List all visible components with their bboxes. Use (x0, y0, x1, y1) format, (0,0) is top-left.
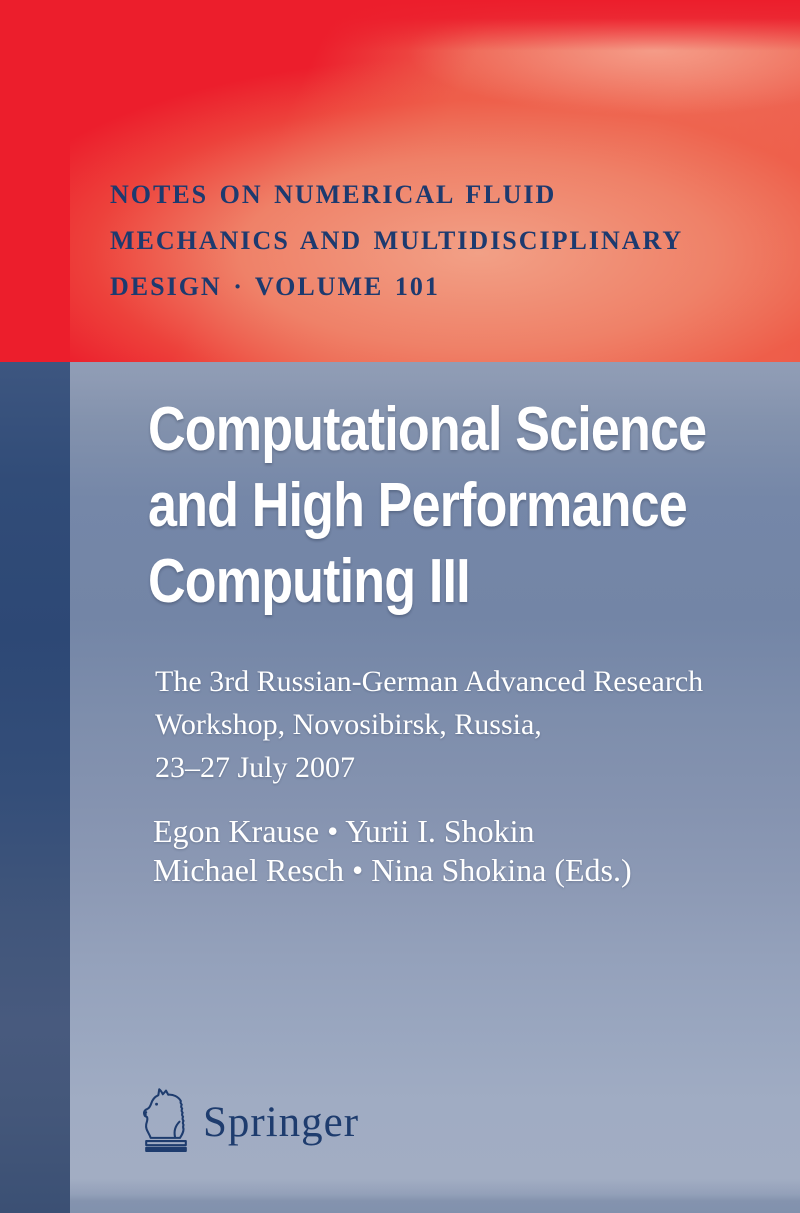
book-subtitle-line-3: 23–27 July 2007 (155, 751, 356, 784)
series-title-line-1: NOTES ON NUMERICAL FLUID (110, 180, 557, 209)
editors-line-1: Egon Krause • Yurii I. Shokin (153, 813, 535, 849)
series-title-line-3: DESIGN · VOLUME 101 (110, 272, 440, 301)
editors: Egon Krause • Yurii I. Shokin Michael Re… (153, 812, 632, 890)
book-title-line-2: and High Performance (148, 471, 688, 540)
series-title-line-2: MECHANICS AND MULTIDISCIPLINARY (110, 226, 684, 255)
series-title: NOTES ON NUMERICAL FLUID MECHANICS AND M… (110, 172, 683, 310)
book-title-line-3: Computing III (148, 547, 471, 616)
book-title: Computational Science and High Performan… (148, 392, 800, 620)
book-subtitle-line-2: Workshop, Novosibirsk, Russia, (155, 708, 542, 741)
spine-accent-strip (0, 362, 70, 1213)
editors-line-2: Michael Resch • Nina Shokina (Eds.) (153, 852, 632, 888)
book-subtitle-line-1: The 3rd Russian-German Advanced Research (155, 665, 704, 698)
book-title-line-1: Computational Science (148, 395, 707, 464)
springer-horse-icon (143, 1088, 187, 1152)
red-band-gradient (70, 0, 800, 362)
cover-body-background (0, 362, 800, 1213)
red-header-band: NOTES ON NUMERICAL FLUID MECHANICS AND M… (0, 0, 800, 362)
book-subtitle: The 3rd Russian-German Advanced Research… (155, 660, 703, 789)
publisher-name: Springer (203, 1099, 360, 1146)
